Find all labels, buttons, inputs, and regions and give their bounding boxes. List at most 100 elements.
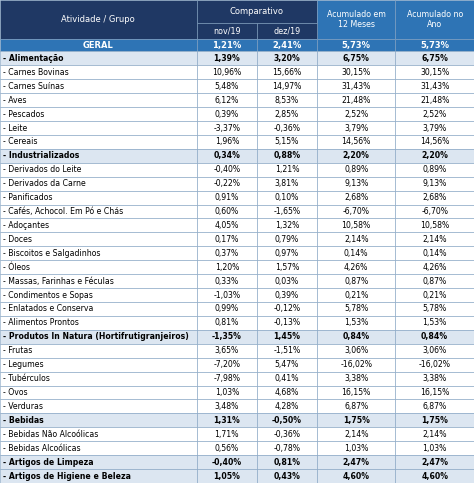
Bar	[317, 413, 395, 427]
Bar	[257, 246, 317, 260]
Text: - Industrializados: - Industrializados	[3, 151, 79, 160]
Bar	[197, 191, 257, 205]
Text: 2,68%: 2,68%	[422, 193, 447, 202]
Text: -3,37%: -3,37%	[213, 124, 240, 132]
Text: 2,14%: 2,14%	[344, 235, 368, 244]
Bar	[317, 163, 395, 177]
Text: 4,05%: 4,05%	[215, 221, 239, 230]
Bar	[197, 0, 317, 23]
Text: 2,52%: 2,52%	[344, 110, 368, 119]
Bar	[197, 441, 257, 455]
Text: 9,13%: 9,13%	[344, 179, 368, 188]
Bar	[0, 413, 197, 427]
Bar	[317, 441, 395, 455]
Text: - Derivados da Carne: - Derivados da Carne	[3, 179, 86, 188]
Bar	[257, 163, 317, 177]
Text: -6,70%: -6,70%	[421, 207, 448, 216]
Text: 6,12%: 6,12%	[215, 96, 239, 105]
Text: 3,48%: 3,48%	[215, 402, 239, 411]
Bar	[395, 93, 474, 107]
Text: -0,22%: -0,22%	[213, 179, 240, 188]
Bar	[257, 274, 317, 288]
Text: 2,14%: 2,14%	[344, 430, 368, 439]
Text: 4,26%: 4,26%	[344, 263, 368, 272]
Bar	[257, 149, 317, 163]
Text: - Bebidas Alcoólicas: - Bebidas Alcoólicas	[3, 444, 81, 453]
Bar	[0, 163, 197, 177]
Bar	[197, 232, 257, 246]
Text: - Bebidas Não Alcoólicas: - Bebidas Não Alcoólicas	[3, 430, 98, 439]
Text: 1,03%: 1,03%	[422, 444, 447, 453]
Bar	[395, 218, 474, 232]
Text: -0,50%: -0,50%	[272, 416, 302, 425]
Bar	[197, 65, 257, 79]
Text: 5,73%: 5,73%	[420, 41, 449, 50]
Bar	[0, 218, 197, 232]
Bar	[395, 260, 474, 274]
Bar	[317, 191, 395, 205]
Text: -16,02%: -16,02%	[419, 360, 451, 369]
Text: 16,15%: 16,15%	[342, 388, 371, 397]
Bar	[197, 121, 257, 135]
Text: 15,66%: 15,66%	[273, 68, 301, 77]
Bar	[317, 246, 395, 260]
Bar	[317, 274, 395, 288]
Bar	[257, 288, 317, 302]
Text: 0,21%: 0,21%	[422, 291, 447, 299]
Bar	[0, 177, 197, 191]
Bar	[317, 177, 395, 191]
Text: - Artigos de Limpeza: - Artigos de Limpeza	[3, 457, 93, 467]
Bar	[395, 246, 474, 260]
Text: 3,65%: 3,65%	[215, 346, 239, 355]
Text: 2,14%: 2,14%	[422, 430, 447, 439]
Text: 4,28%: 4,28%	[275, 402, 299, 411]
Text: 4,60%: 4,60%	[343, 471, 370, 481]
Text: 0,87%: 0,87%	[344, 277, 368, 285]
Bar	[317, 149, 395, 163]
Text: 4,68%: 4,68%	[275, 388, 299, 397]
Text: 0,91%: 0,91%	[215, 193, 239, 202]
Text: -0,36%: -0,36%	[273, 124, 301, 132]
Text: 30,15%: 30,15%	[342, 68, 371, 77]
Text: 5,15%: 5,15%	[275, 138, 299, 146]
Text: 1,75%: 1,75%	[343, 416, 370, 425]
Bar	[395, 469, 474, 483]
Text: 1,39%: 1,39%	[213, 54, 240, 63]
Bar	[0, 441, 197, 455]
Text: -0,78%: -0,78%	[273, 444, 301, 453]
Text: 0,43%: 0,43%	[273, 471, 301, 481]
Text: 6,87%: 6,87%	[344, 402, 368, 411]
Bar	[395, 79, 474, 93]
Text: 2,20%: 2,20%	[343, 151, 370, 160]
Bar	[197, 274, 257, 288]
Bar	[0, 399, 197, 413]
Bar	[317, 232, 395, 246]
Bar	[257, 469, 317, 483]
Bar	[197, 135, 257, 149]
Text: Acumulado no
Ano: Acumulado no Ano	[407, 10, 463, 29]
Text: 1,20%: 1,20%	[215, 263, 239, 272]
Text: 2,52%: 2,52%	[422, 110, 447, 119]
Bar	[317, 65, 395, 79]
Bar	[197, 330, 257, 344]
Bar	[395, 205, 474, 218]
Bar	[0, 302, 197, 316]
Bar	[0, 274, 197, 288]
Bar	[0, 79, 197, 93]
Bar	[257, 121, 317, 135]
Text: 6,87%: 6,87%	[422, 402, 447, 411]
Text: 4,60%: 4,60%	[421, 471, 448, 481]
Text: 1,31%: 1,31%	[213, 416, 240, 425]
Text: 0,99%: 0,99%	[215, 304, 239, 313]
Bar	[0, 93, 197, 107]
Bar	[257, 427, 317, 441]
Text: 2,14%: 2,14%	[422, 235, 447, 244]
Text: -6,70%: -6,70%	[343, 207, 370, 216]
Text: 5,78%: 5,78%	[344, 304, 368, 313]
Text: 0,81%: 0,81%	[273, 457, 301, 467]
Bar	[395, 177, 474, 191]
Bar	[257, 218, 317, 232]
Bar	[257, 330, 317, 344]
Text: -7,20%: -7,20%	[213, 360, 240, 369]
Bar	[395, 0, 474, 39]
